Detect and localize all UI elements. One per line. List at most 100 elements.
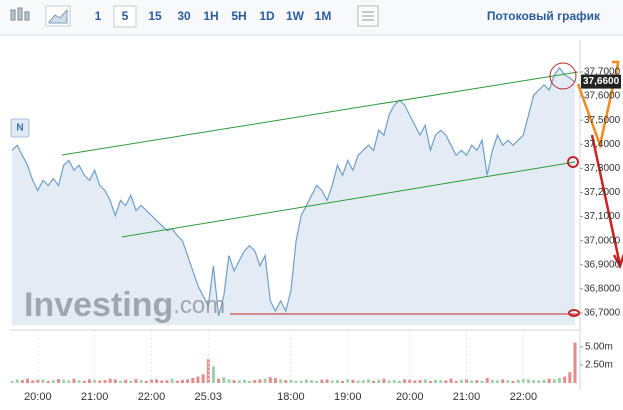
annotations [61, 60, 623, 317]
y-tick-label: 37,3000 [584, 163, 621, 174]
interval-button[interactable]: 1W [286, 9, 305, 23]
y-tick-label: 37,1000 [584, 211, 621, 222]
volume-bar [428, 380, 432, 383]
volume-bar [315, 380, 319, 383]
volume-bar [397, 380, 401, 383]
interval-button[interactable]: 5 [122, 9, 129, 23]
volume-bar [263, 378, 267, 383]
volume-bar [532, 380, 536, 383]
volume-bar [408, 379, 412, 383]
x-tick-label: 18:00 [277, 391, 305, 403]
interval-button[interactable]: 1H [203, 9, 218, 23]
volume-bar [341, 380, 345, 383]
y-tick-label: 37,2000 [584, 187, 621, 198]
price-line [11, 66, 576, 316]
watermark: Investing.com [24, 286, 225, 324]
volume-bar [279, 379, 283, 383]
last-price-label: 37,6600 [583, 76, 620, 87]
volume-bar [423, 379, 427, 383]
volume-bar [521, 378, 525, 383]
volume-bar [201, 374, 205, 383]
volume-bar [118, 380, 122, 383]
volume-bar [568, 372, 572, 383]
volume-bar [155, 379, 159, 383]
interval-button[interactable]: 1D [259, 9, 275, 23]
y-tick-label: 36,8000 [584, 283, 621, 294]
volume-bar [258, 379, 262, 383]
volume-bar [335, 380, 339, 383]
volume-bar [454, 380, 458, 383]
volume-bar [516, 379, 520, 383]
volume-bar [108, 378, 112, 383]
volume-bar [325, 379, 329, 383]
volume-bar [351, 379, 355, 383]
volume-bar [366, 379, 370, 383]
volume-bar [15, 379, 19, 383]
volume-bar [418, 380, 422, 383]
volume-bar [356, 380, 360, 383]
volume-bar [387, 380, 391, 383]
volume-bar [124, 379, 128, 383]
last-price-box [581, 74, 621, 89]
x-tick-label: 22:00 [510, 391, 538, 403]
selected-box [113, 5, 137, 28]
volume-bar [289, 379, 293, 383]
volume-bar [31, 380, 35, 383]
volume-bar [372, 380, 376, 383]
badge[interactable] [10, 118, 30, 138]
volume-bar [10, 380, 14, 383]
y-tick-label: 37,5000 [584, 115, 621, 126]
volume-bar [268, 377, 272, 383]
volume-bar [242, 379, 246, 383]
badge-label: N [16, 123, 23, 134]
volume-bar [72, 378, 76, 383]
volume-bar [139, 380, 143, 383]
volume-bar [573, 342, 577, 383]
volume-bar [413, 380, 417, 383]
interval-button[interactable]: 30 [177, 9, 191, 23]
volume-bar [403, 379, 407, 383]
volume-bar [537, 380, 541, 383]
volume-tick-label: 2.50m [585, 360, 613, 371]
volume-bar [191, 377, 195, 383]
interval-button[interactable]: 15 [148, 9, 162, 23]
volume-bar [294, 380, 298, 383]
area-icon[interactable] [45, 5, 71, 27]
volume-bar [304, 379, 308, 383]
volume-bar [470, 380, 474, 383]
volume-bar [87, 379, 91, 383]
volume-bar [361, 380, 365, 383]
volume-bar [506, 380, 510, 383]
arrow [576, 63, 620, 150]
volume-bar [459, 379, 463, 383]
volume-bar [310, 380, 314, 383]
volume-bar [237, 380, 241, 383]
volume-bar [144, 380, 148, 383]
volume-bar [180, 379, 184, 383]
y-tick-label: 36,7000 [584, 308, 621, 319]
volume-bar [284, 380, 288, 383]
volume-bar [62, 379, 66, 383]
volume-bar [56, 379, 60, 383]
interval-button[interactable]: 1M [315, 9, 332, 23]
candle-icon[interactable] [10, 7, 30, 21]
volume-bar [77, 380, 81, 383]
volume-bar [542, 379, 546, 383]
volume-bar [527, 379, 531, 383]
volume-bar [196, 376, 200, 383]
mode-label[interactable]: Потоковый график [487, 9, 601, 23]
interval-button[interactable]: 1 [95, 9, 102, 23]
volume-bar [475, 380, 479, 383]
volume-bar [248, 380, 252, 383]
y-tick-label: 37,4000 [584, 139, 621, 150]
volume-bar [439, 380, 443, 383]
highlight-circle [549, 62, 577, 90]
table-icon[interactable] [357, 5, 379, 27]
volume-bar [552, 379, 556, 383]
interval-button[interactable]: 5H [231, 9, 246, 23]
volume-bar [67, 380, 71, 383]
price-area [12, 67, 575, 326]
volume-bar [82, 380, 86, 383]
highlight-circle [567, 156, 579, 168]
